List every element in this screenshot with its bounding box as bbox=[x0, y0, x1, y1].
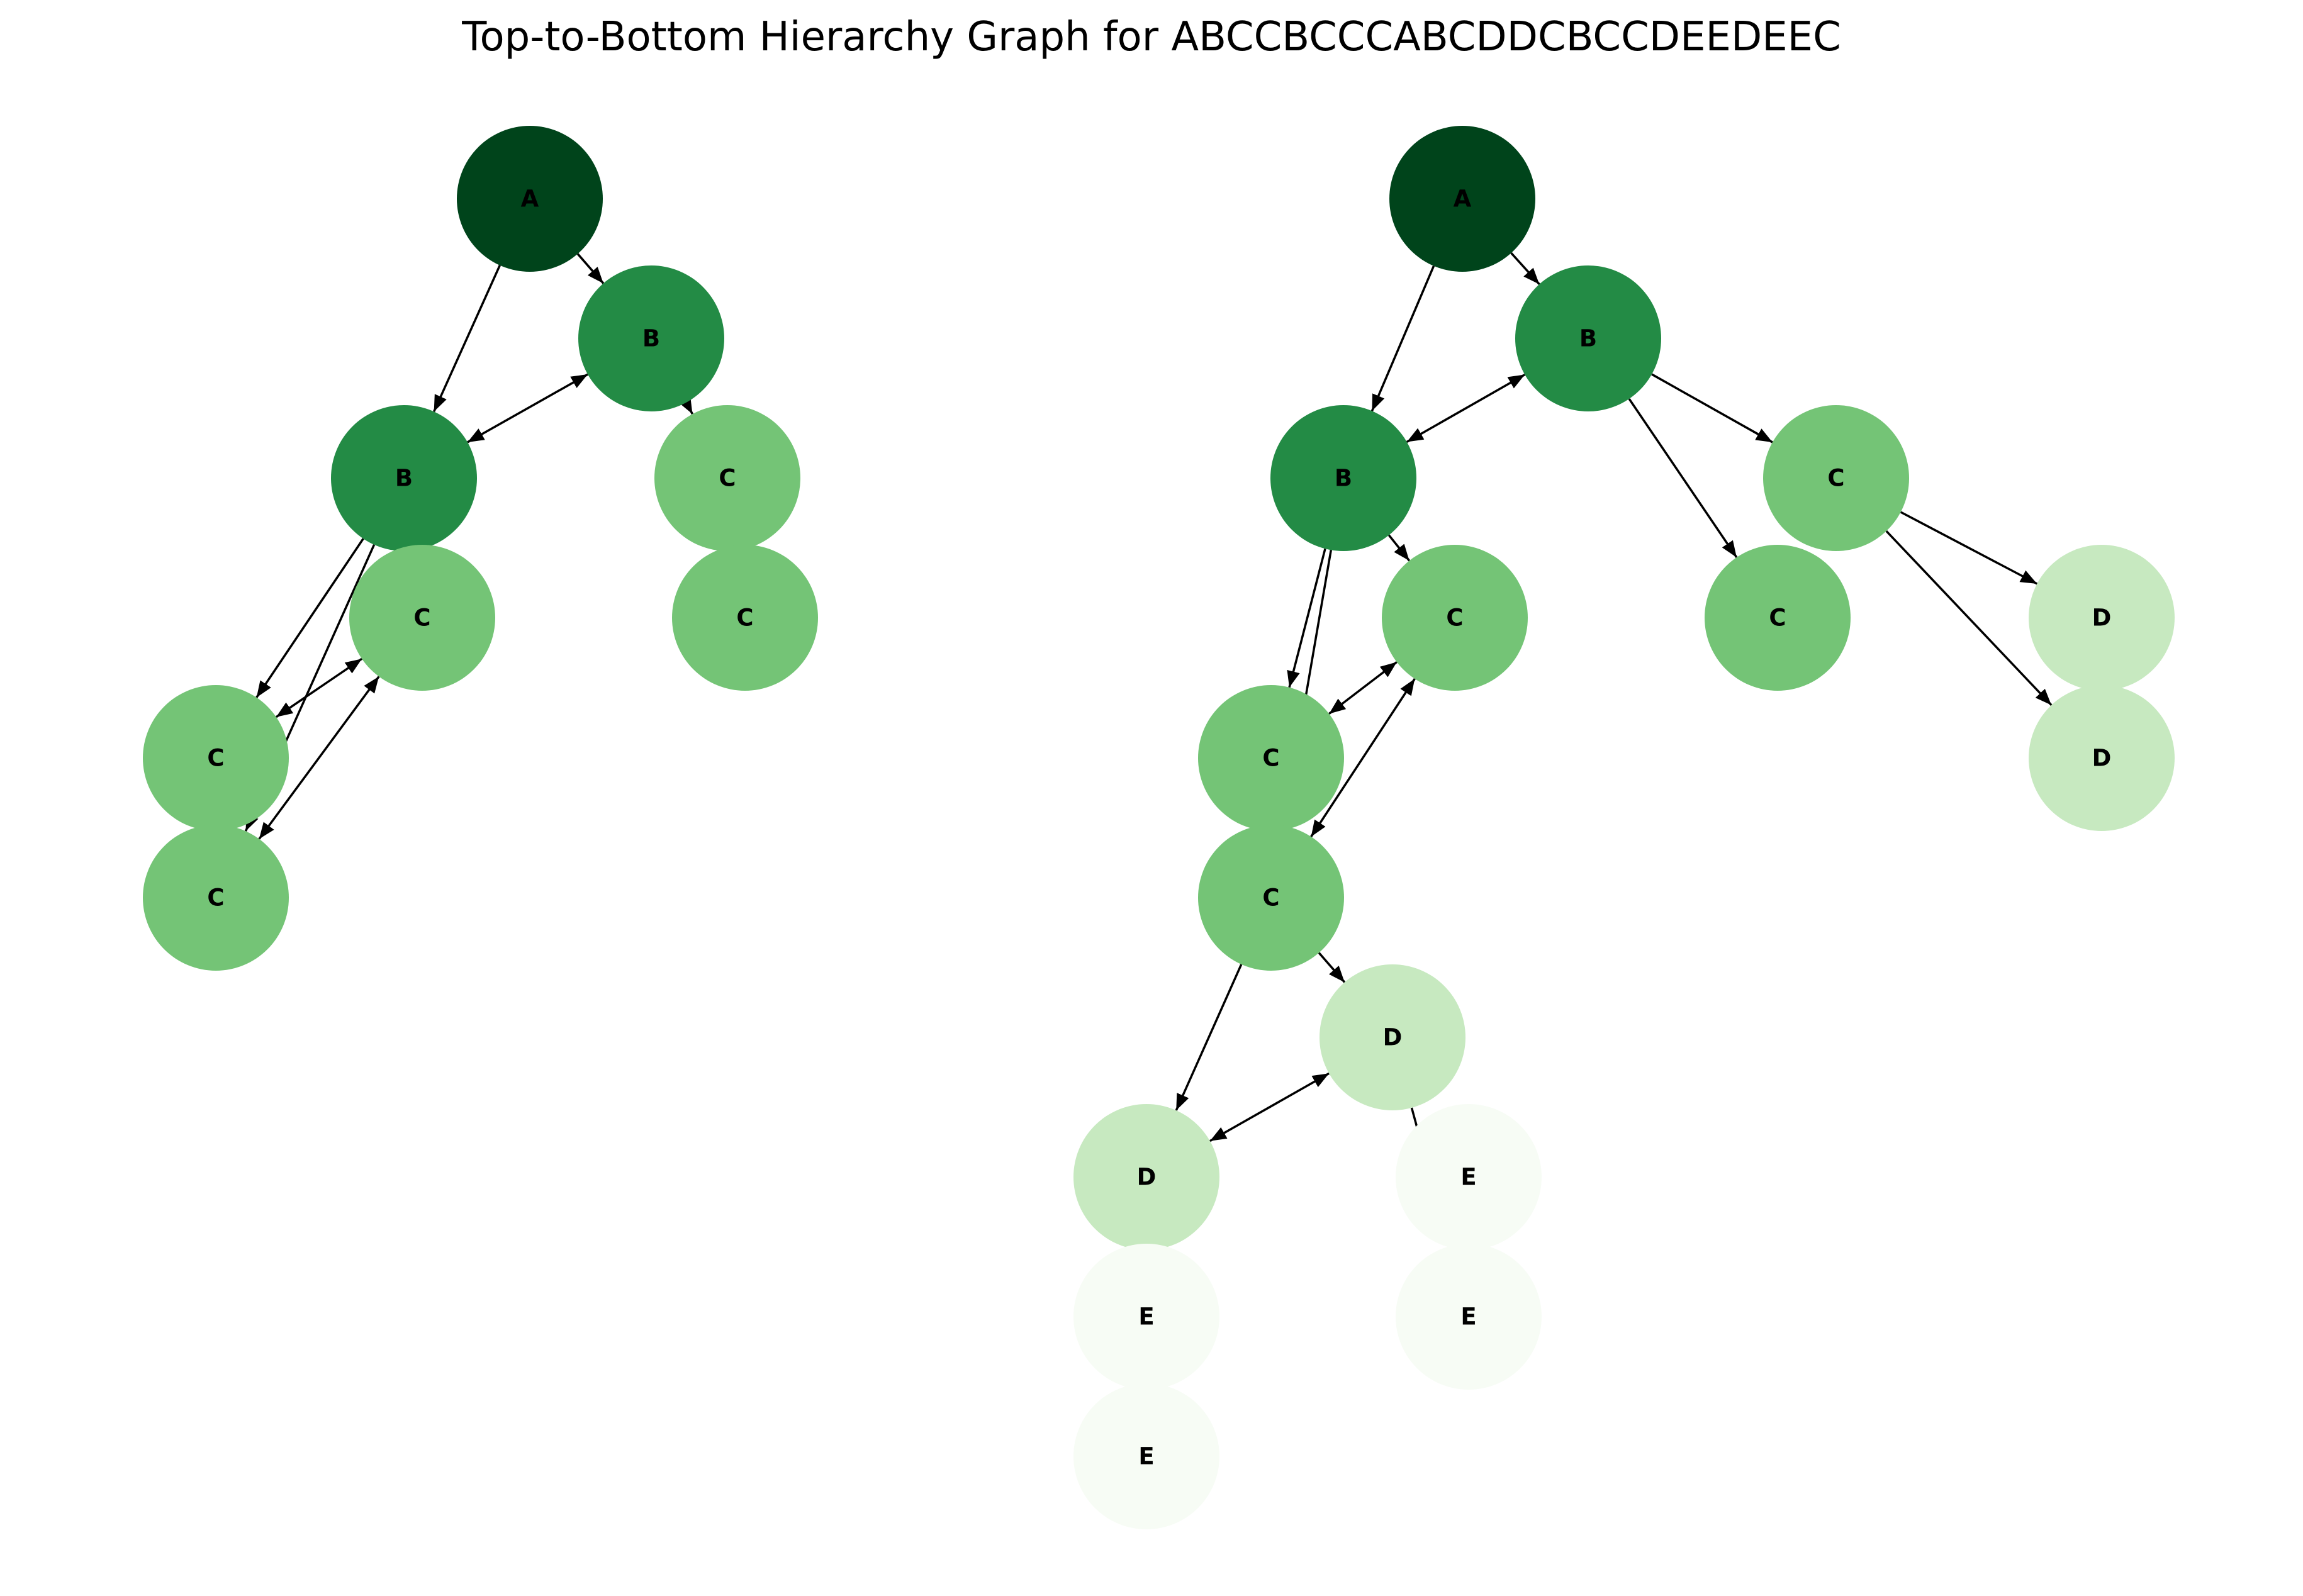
node-label: E bbox=[1138, 1443, 1154, 1470]
node-circle bbox=[457, 126, 603, 272]
right-graph-node-r_e1: E bbox=[1396, 1104, 1542, 1250]
node-label: D bbox=[2092, 745, 2112, 772]
left-graph-edge-l_a-to-l_b1 bbox=[576, 253, 605, 284]
node-label: A bbox=[1454, 186, 1472, 213]
node-circle bbox=[2029, 545, 2175, 691]
node-label: B bbox=[642, 325, 660, 352]
node-circle bbox=[1705, 545, 1851, 691]
right-graph-edge-r_d4-to-r_d3 bbox=[1209, 1072, 1330, 1142]
node-circle bbox=[1073, 1383, 1219, 1529]
node-circle bbox=[1389, 126, 1535, 272]
right-graph-edge-r_c5-to-r_d4 bbox=[1175, 964, 1243, 1111]
node-label: C bbox=[736, 605, 753, 632]
node-label: C bbox=[1446, 605, 1463, 632]
node-label: C bbox=[1262, 884, 1279, 912]
node-circle bbox=[1396, 1244, 1542, 1390]
node-circle bbox=[1382, 545, 1528, 691]
node-label: C bbox=[207, 745, 224, 772]
right-graph-edge-r_b2-to-r_b1 bbox=[1406, 373, 1526, 444]
node-label: C bbox=[1769, 605, 1786, 632]
node-circle bbox=[331, 405, 477, 551]
node-circle bbox=[672, 545, 818, 691]
right-graph-node-r_c5: C bbox=[1198, 825, 1344, 971]
node-circle bbox=[1198, 825, 1344, 971]
left-graph-edge-l_b2-to-l_c4 bbox=[255, 538, 364, 698]
right-graph-node-r_e2: E bbox=[1396, 1244, 1542, 1390]
node-circle bbox=[1515, 265, 1661, 411]
node-label: C bbox=[207, 884, 224, 912]
node-circle bbox=[1270, 405, 1416, 551]
left-graph-node-l_b2: B bbox=[331, 405, 477, 551]
right-graph-node-r_d3: D bbox=[1320, 964, 1465, 1110]
node-label: B bbox=[395, 465, 413, 492]
left-graph-edge-l_c5-to-l_c3 bbox=[258, 676, 380, 840]
node-label: D bbox=[1383, 1024, 1403, 1051]
right-graph-node-r_e3: E bbox=[1073, 1244, 1219, 1390]
left-graph-edge-l_a-to-l_b2 bbox=[433, 265, 501, 412]
node-label: C bbox=[413, 605, 430, 632]
left-graph-node-l_c4: C bbox=[143, 685, 289, 831]
nodes-layer: A B B C C C C C A B B C C C C C D D D D E E E E bbox=[143, 126, 2175, 1529]
node-circle bbox=[1073, 1104, 1219, 1250]
node-circle bbox=[2029, 685, 2175, 831]
right-graph-edge-r_b2-to-r_c3 bbox=[1387, 534, 1411, 562]
node-label: E bbox=[1138, 1303, 1154, 1331]
right-graph-edge-r_c5-to-r_c3 bbox=[1310, 678, 1416, 837]
node-circle bbox=[143, 825, 289, 971]
right-graph-node-r_c1: C bbox=[1763, 405, 1909, 551]
node-label: B bbox=[1579, 325, 1597, 352]
right-graph-edge-r_c1-to-r_d1 bbox=[1900, 511, 2038, 585]
node-circle bbox=[1763, 405, 1909, 551]
left-graph-edge-l_b1-to-l_c1 bbox=[678, 396, 694, 415]
right-graph-node-r_d4: D bbox=[1073, 1104, 1219, 1250]
node-circle bbox=[1396, 1104, 1542, 1250]
left-graph-node-l_c5: C bbox=[143, 825, 289, 971]
left-graph-edge-l_b2-to-l_b1 bbox=[467, 373, 588, 444]
node-label: B bbox=[1335, 465, 1352, 492]
node-label: D bbox=[2092, 605, 2112, 632]
node-circle bbox=[1073, 1244, 1219, 1390]
left-graph-node-l_c3: C bbox=[349, 545, 495, 691]
right-graph-edge-r_c5-to-r_d3 bbox=[1318, 952, 1346, 983]
edges-layer bbox=[244, 252, 2053, 1247]
node-circle bbox=[1198, 685, 1344, 831]
figure-title: Top-to-Bottom Hierarchy Graph for ABCCBC… bbox=[462, 14, 1841, 60]
right-graph-node-r_a: A bbox=[1389, 126, 1535, 272]
node-label: E bbox=[1460, 1303, 1476, 1331]
node-circle bbox=[1320, 964, 1465, 1110]
right-graph-edge-r_b1-to-r_c2 bbox=[1628, 398, 1738, 558]
node-label: C bbox=[719, 465, 736, 492]
right-graph-edge-r_b2-to-r_c4 bbox=[1287, 548, 1326, 688]
right-graph-node-r_c4: C bbox=[1198, 685, 1344, 831]
right-graph-node-r_b2: B bbox=[1270, 405, 1416, 551]
left-graph-node-l_c1: C bbox=[654, 405, 800, 551]
left-graph-node-l_b1: B bbox=[578, 265, 724, 411]
node-label: D bbox=[1137, 1164, 1157, 1191]
node-circle bbox=[654, 405, 800, 551]
right-graph-node-r_d2: D bbox=[2029, 685, 2175, 831]
right-graph-edge-r_c1-to-r_d2 bbox=[1885, 530, 2053, 706]
right-graph-edge-r_c4-to-r_c3 bbox=[1328, 661, 1398, 715]
node-label: E bbox=[1460, 1164, 1476, 1191]
right-graph-node-r_c3: C bbox=[1382, 545, 1528, 691]
node-label: C bbox=[1827, 465, 1844, 492]
right-graph-node-r_e4: E bbox=[1073, 1383, 1219, 1529]
node-label: A bbox=[521, 186, 539, 213]
right-graph-node-r_b1: B bbox=[1515, 265, 1661, 411]
node-label: C bbox=[1262, 745, 1279, 772]
node-circle bbox=[143, 685, 289, 831]
node-circle bbox=[578, 265, 724, 411]
right-graph-node-r_c2: C bbox=[1705, 545, 1851, 691]
left-graph-node-l_c2: C bbox=[672, 545, 818, 691]
right-graph-edge-r_b1-to-r_c1 bbox=[1651, 373, 1773, 444]
node-circle bbox=[349, 545, 495, 691]
right-graph-edge-r_a-to-r_b2 bbox=[1370, 265, 1435, 411]
right-graph-node-r_d1: D bbox=[2029, 545, 2175, 691]
right-graph-edge-r_a-to-r_b1 bbox=[1510, 252, 1540, 285]
left-graph-node-l_a: A bbox=[457, 126, 603, 272]
